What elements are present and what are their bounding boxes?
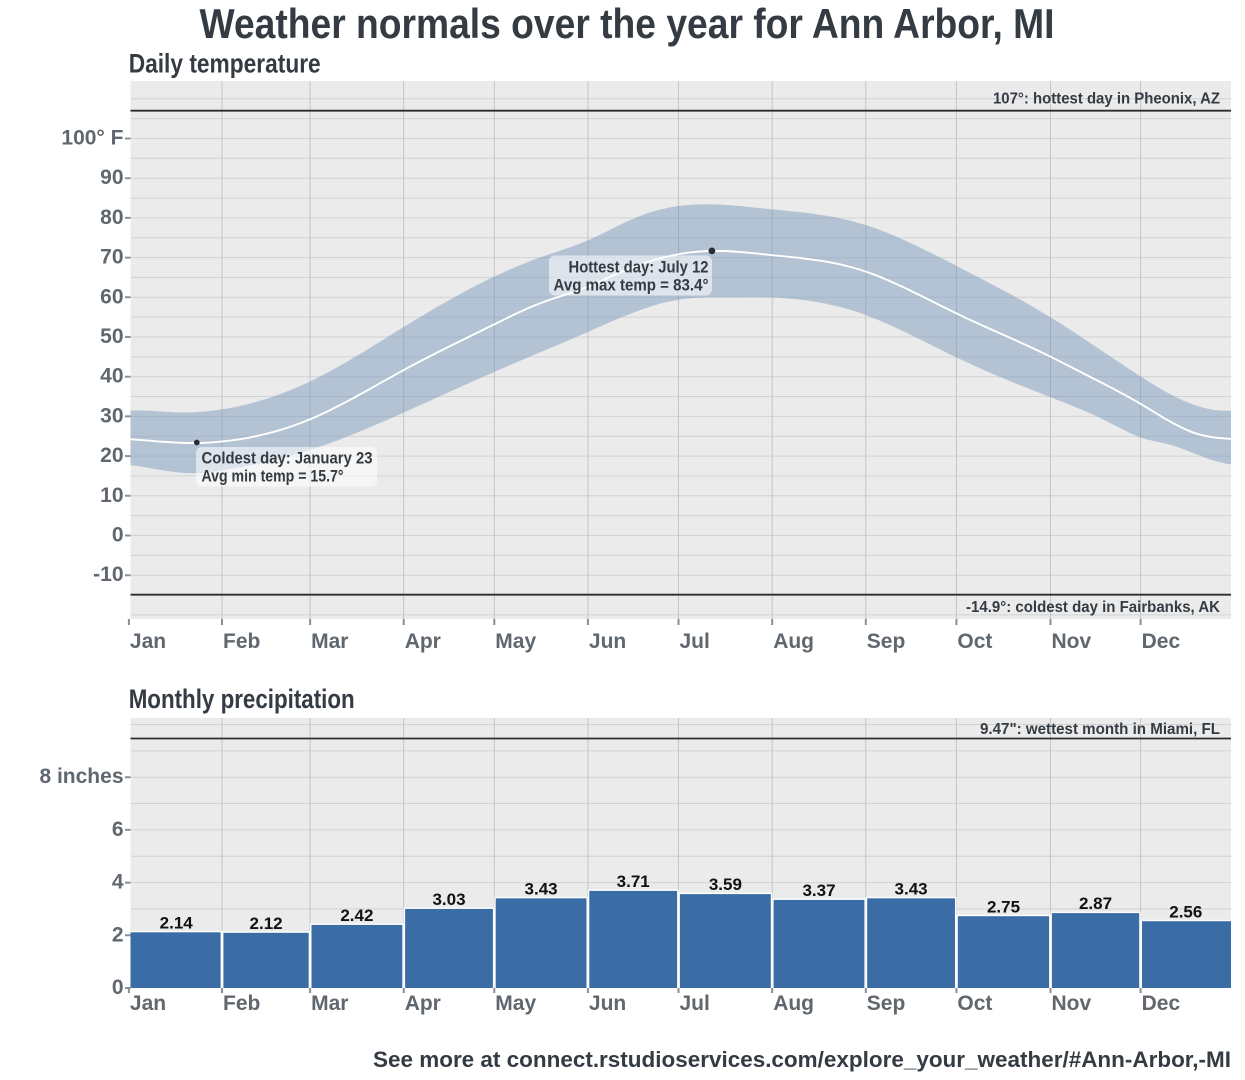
svg-text:70: 70	[100, 246, 123, 269]
svg-text:Jul: Jul	[680, 992, 710, 1015]
svg-text:Mar: Mar	[311, 992, 348, 1015]
svg-text:3.43: 3.43	[525, 879, 558, 898]
svg-text:Aug: Aug	[773, 992, 814, 1015]
svg-text:Jan: Jan	[130, 630, 166, 653]
svg-text:Sep: Sep	[867, 630, 906, 653]
svg-text:3.43: 3.43	[895, 879, 928, 898]
svg-text:Aug: Aug	[773, 630, 814, 653]
svg-text:9.47": wettest month in Miami,: 9.47": wettest month in Miami, FL	[980, 721, 1220, 738]
svg-text:Dec: Dec	[1142, 992, 1181, 1015]
svg-text:-14.9°: coldest day in Fairban: -14.9°: coldest day in Fairbanks, AK	[966, 599, 1221, 616]
svg-text:May: May	[495, 630, 536, 653]
svg-text:Coldest day: January 23: Coldest day: January 23	[202, 450, 373, 468]
svg-text:Apr: Apr	[405, 992, 441, 1015]
svg-text:Nov: Nov	[1052, 992, 1092, 1015]
svg-text:8 inches: 8 inches	[39, 765, 123, 788]
svg-text:2: 2	[112, 923, 124, 946]
svg-text:107°: hottest day in Pheonix,: 107°: hottest day in Pheonix, AZ	[993, 91, 1220, 108]
svg-text:3.03: 3.03	[432, 890, 465, 909]
svg-text:0: 0	[112, 976, 124, 999]
svg-text:3.59: 3.59	[709, 875, 742, 894]
svg-text:90: 90	[100, 166, 123, 189]
svg-text:Jan: Jan	[130, 992, 166, 1015]
svg-text:50: 50	[100, 325, 123, 348]
svg-text:Hottest day: July 12: Hottest day: July 12	[569, 259, 709, 277]
svg-text:40: 40	[100, 365, 123, 388]
svg-text:May: May	[495, 992, 536, 1015]
svg-text:Avg max temp = 83.4°: Avg max temp = 83.4°	[554, 276, 709, 294]
svg-text:Apr: Apr	[405, 630, 441, 653]
svg-text:Dec: Dec	[1142, 630, 1181, 653]
svg-text:3.37: 3.37	[802, 881, 835, 900]
svg-text:Nov: Nov	[1052, 630, 1092, 653]
svg-text:2.87: 2.87	[1079, 894, 1112, 913]
svg-text:20: 20	[100, 444, 123, 467]
svg-text:Jun: Jun	[589, 992, 626, 1015]
svg-text:See more at connect.rstudioser: See more at connect.rstudioservices.com/…	[373, 1047, 1231, 1072]
svg-text:2.56: 2.56	[1169, 902, 1202, 921]
svg-text:10: 10	[100, 484, 123, 507]
svg-text:2.75: 2.75	[987, 897, 1020, 916]
svg-text:30: 30	[100, 404, 123, 427]
svg-text:100° F: 100° F	[61, 127, 123, 150]
svg-text:Jul: Jul	[680, 630, 710, 653]
svg-text:Feb: Feb	[223, 630, 260, 653]
svg-text:60: 60	[100, 285, 123, 308]
svg-text:3.71: 3.71	[617, 872, 650, 891]
svg-text:Weather normals over the year: Weather normals over the year for Ann Ar…	[200, 0, 1055, 47]
svg-text:80: 80	[100, 206, 123, 229]
svg-text:0: 0	[112, 524, 124, 547]
svg-text:Avg min temp = 15.7°: Avg min temp = 15.7°	[202, 468, 344, 486]
svg-text:2.14: 2.14	[160, 913, 194, 932]
svg-text:2.42: 2.42	[340, 906, 373, 925]
svg-text:Sep: Sep	[867, 992, 906, 1015]
svg-text:Monthly precipitation: Monthly precipitation	[129, 684, 355, 714]
svg-text:6: 6	[112, 818, 124, 841]
svg-text:Oct: Oct	[957, 992, 992, 1015]
svg-text:4: 4	[112, 871, 124, 894]
svg-text:Daily temperature: Daily temperature	[129, 49, 321, 79]
svg-text:Mar: Mar	[311, 630, 348, 653]
svg-text:2.12: 2.12	[250, 914, 283, 933]
svg-text:Oct: Oct	[957, 630, 992, 653]
svg-text:Feb: Feb	[223, 992, 260, 1015]
svg-text:-10: -10	[93, 563, 123, 586]
svg-text:Jun: Jun	[589, 630, 626, 653]
